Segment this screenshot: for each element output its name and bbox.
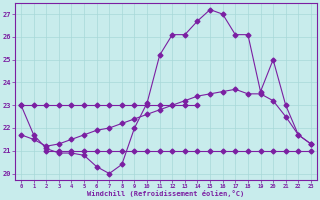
X-axis label: Windchill (Refroidissement éolien,°C): Windchill (Refroidissement éolien,°C) [87,190,244,197]
